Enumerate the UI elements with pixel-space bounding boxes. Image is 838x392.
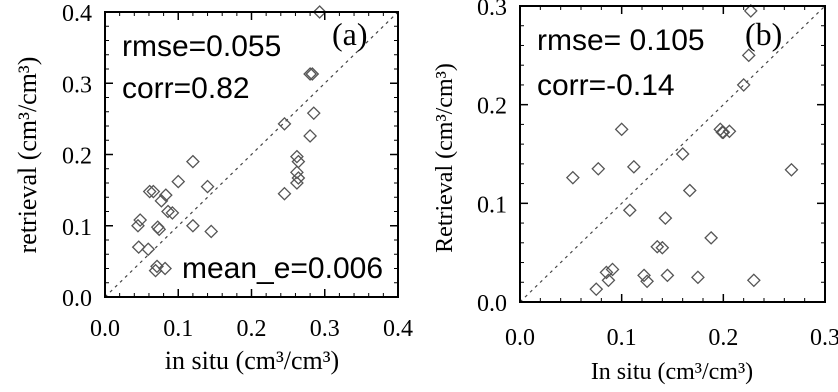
data-point <box>200 179 215 194</box>
data-point <box>289 176 304 190</box>
data-point <box>655 240 670 255</box>
y-tick-label: 0.3 <box>477 0 507 21</box>
data-point <box>204 224 219 239</box>
data-point <box>158 188 173 203</box>
panel-label: (b) <box>745 16 782 52</box>
y-tick-label: 0.0 <box>477 291 507 317</box>
stat-rmse: rmse=0.055 <box>122 30 281 63</box>
data-point <box>675 147 690 161</box>
x-tick-label: 0.0 <box>90 316 120 342</box>
data-point <box>722 124 737 139</box>
data-point <box>289 165 304 180</box>
data-point <box>185 154 200 169</box>
data-point <box>704 230 719 245</box>
y-axis-label: retrieval (cm³/cm³) <box>13 57 42 254</box>
data-point <box>185 218 200 233</box>
data-point <box>601 273 616 288</box>
data-point <box>660 268 675 283</box>
stat-rmse: rmse= 0.105 <box>537 24 705 57</box>
y-tick-label: 0.0 <box>62 286 92 312</box>
x-axis-label: in situ (cm³/cm³) <box>165 346 339 375</box>
x-tick-label: 0.1 <box>607 325 637 351</box>
data-point <box>141 242 156 257</box>
stat-corr: corr=-0.14 <box>537 69 675 102</box>
data-point <box>312 5 327 19</box>
data-point <box>165 206 180 220</box>
data-point <box>150 220 165 235</box>
x-tick-label: 0.3 <box>810 325 838 351</box>
data-point <box>682 183 697 198</box>
data-point <box>589 282 604 297</box>
plot-frame <box>519 5 826 303</box>
data-point <box>289 149 304 164</box>
data-point <box>690 270 705 285</box>
data-point <box>565 170 580 185</box>
stat-corr: corr=0.82 <box>122 72 250 105</box>
x-tick-label: 0.4 <box>383 316 413 342</box>
x-tick-label: 0.2 <box>708 325 738 351</box>
y-tick-label: 0.1 <box>62 215 92 241</box>
data-point <box>150 259 164 274</box>
data-point <box>626 159 641 174</box>
one-to-one-line <box>519 5 826 303</box>
x-tick-label: 0.2 <box>237 316 267 342</box>
data-point <box>746 273 761 288</box>
data-point <box>171 174 186 189</box>
data-point <box>154 193 169 208</box>
data-point <box>161 204 175 219</box>
data-point <box>640 274 655 289</box>
data-point <box>784 162 799 177</box>
data-point <box>303 129 318 143</box>
x-axis-label: In situ (cm³/cm³) <box>591 359 753 385</box>
data-point <box>736 78 751 92</box>
data-point <box>277 116 292 131</box>
data-point <box>133 213 148 227</box>
y-tick-label: 0.3 <box>62 72 92 98</box>
data-point <box>303 67 318 81</box>
data-point <box>306 106 321 121</box>
data-point <box>131 240 146 255</box>
x-tick-label: 0.3 <box>310 316 340 342</box>
y-tick-label: 0.4 <box>62 1 92 27</box>
data-point <box>658 211 673 226</box>
one-to-one-line <box>104 11 399 298</box>
data-point <box>591 161 606 176</box>
data-point <box>637 268 651 283</box>
data-point <box>716 125 731 140</box>
x-tick-label: 0.0 <box>505 325 535 351</box>
data-point <box>146 184 161 199</box>
panel-label: (a) <box>332 16 368 52</box>
y-tick-label: 0.1 <box>477 192 507 218</box>
data-point <box>741 48 756 63</box>
data-point <box>158 261 172 276</box>
data-point <box>142 184 157 199</box>
data-point <box>715 125 730 140</box>
data-point <box>743 4 758 18</box>
data-point <box>277 186 292 201</box>
x-tick-label: 0.1 <box>163 316 193 342</box>
data-point <box>622 203 637 218</box>
data-point <box>152 222 167 237</box>
data-point <box>614 122 629 137</box>
y-tick-label: 0.2 <box>62 144 92 170</box>
data-point <box>650 239 665 254</box>
stat-mean_e: mean_e=0.006 <box>182 252 383 285</box>
y-tick-label: 0.2 <box>477 94 507 120</box>
data-point <box>291 171 306 185</box>
data-point <box>605 262 620 277</box>
data-point <box>131 218 145 233</box>
data-point <box>599 265 614 280</box>
data-point <box>305 67 320 81</box>
y-axis-label: Retrieval (cm³/cm³) <box>432 63 458 253</box>
